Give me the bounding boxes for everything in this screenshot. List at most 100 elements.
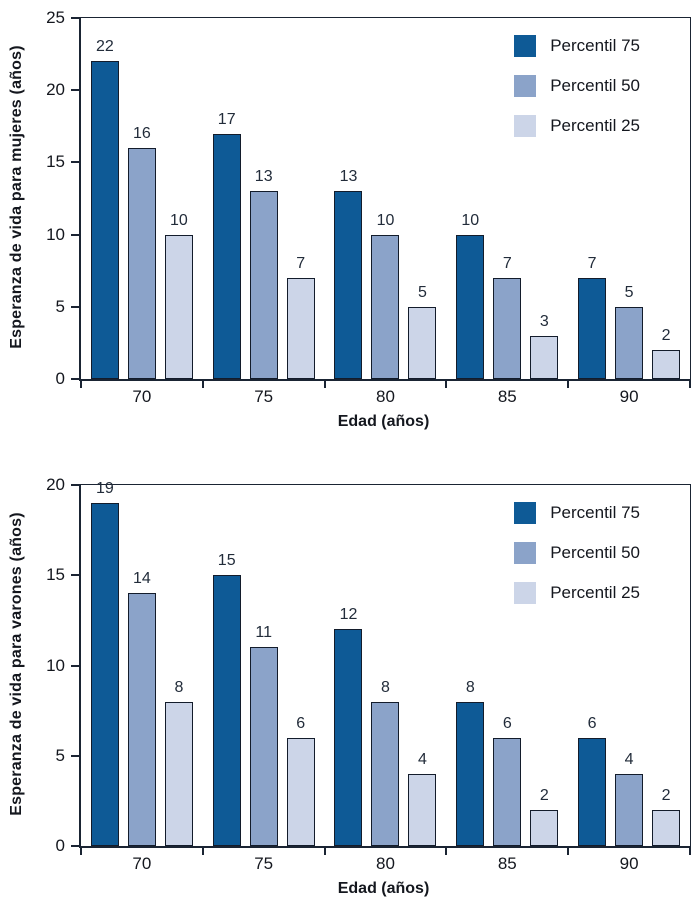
bar-percentil-50-90: 5 <box>615 284 644 379</box>
x-axis-tick <box>567 846 570 855</box>
y-axis-tick <box>71 754 81 757</box>
bar-value-label: 7 <box>296 254 306 272</box>
bar-groups: 22 16 10 17 13 7 13 10 5 10 7 3 7 5 2 <box>81 18 690 379</box>
bar-percentil-50-75: 13 <box>249 168 278 379</box>
bar-percentil-25-90: 2 <box>652 327 681 379</box>
y-axis-tick <box>71 574 81 577</box>
bar-group-70: 22 16 10 <box>81 38 203 379</box>
bar-value-label: 10 <box>376 211 395 229</box>
bar-groups: 19 14 8 15 11 6 12 8 4 8 6 2 6 4 2 <box>81 480 690 846</box>
bar-percentil-75-75: 15 <box>212 552 241 846</box>
bar-value-label: 22 <box>95 38 114 56</box>
bar-group-70: 19 14 8 <box>81 480 203 846</box>
legend-swatch-percentil-25 <box>514 582 537 604</box>
bar-value-label: 6 <box>587 714 597 732</box>
x-tick-label: 80 <box>376 854 395 873</box>
y-tick-label: 20 <box>46 475 65 494</box>
x-tick-label: 85 <box>497 387 517 406</box>
bar-percentil-50-70: 16 <box>127 125 156 379</box>
bar-value-label: 10 <box>461 211 480 229</box>
y-tick-label: 0 <box>55 369 65 388</box>
legend-swatch-percentil-75 <box>514 502 537 524</box>
legend-label: Percentil 75 <box>550 503 640 522</box>
bar-percentil-50-80: 8 <box>371 679 400 846</box>
x-tick-label: 85 <box>497 854 517 873</box>
y-tick-label: 10 <box>46 655 65 675</box>
bar-percentil-50-90: 4 <box>615 751 644 846</box>
x-axis-tick <box>689 379 691 388</box>
legend-label: Percentil 25 <box>550 583 640 602</box>
bar-value-label: 8 <box>465 678 475 696</box>
legend-item-percentil-25: Percentil 25 <box>514 582 640 604</box>
bar-value-label: 4 <box>624 750 634 768</box>
bar-percentil-50-80: 10 <box>371 212 400 379</box>
bar-group-80: 13 10 5 <box>325 168 447 379</box>
bar-percentil-25-90: 2 <box>652 787 681 846</box>
y-axis-title: Esperanza de vida para varones (años) <box>8 512 25 816</box>
x-axis-title: Edad (años) <box>337 413 430 430</box>
bar-percentil-75-90: 7 <box>578 255 607 379</box>
y-tick-label: 0 <box>55 836 65 855</box>
legend-label: Percentil 75 <box>550 36 640 55</box>
y-axis-tick <box>71 664 81 667</box>
bar-value-label: 8 <box>381 678 390 696</box>
bar-percentil-75-70: 22 <box>90 38 119 379</box>
legend-item-percentil-75: Percentil 75 <box>514 35 640 57</box>
legend-item-percentil-75: Percentil 75 <box>514 502 640 524</box>
bar-group-90: 6 4 2 <box>568 715 690 846</box>
y-tick-label: 5 <box>55 745 65 765</box>
y-axis-tick <box>71 305 81 308</box>
bar-percentil-75-85: 10 <box>456 212 485 379</box>
y-axis-tick <box>71 161 81 164</box>
y-axis-tick <box>71 17 81 19</box>
legend-item-percentil-50: Percentil 50 <box>514 75 640 97</box>
bar-percentil-75-75: 17 <box>212 111 241 379</box>
legend-label: Percentil 25 <box>550 116 640 135</box>
bar-percentil-25-80: 4 <box>408 751 437 846</box>
y-tick-label: 10 <box>46 224 65 244</box>
y-tick-label: 25 <box>46 8 65 27</box>
bar-group-90: 7 5 2 <box>568 255 690 379</box>
x-axis-tick <box>201 846 204 855</box>
x-axis-tick <box>323 379 326 388</box>
legend-swatch-percentil-25 <box>514 115 537 137</box>
legend-item-percentil-25: Percentil 25 <box>514 115 640 137</box>
x-axis-tick <box>689 846 691 855</box>
bar-group-80: 12 8 4 <box>325 606 447 846</box>
bar-percentil-50-85: 6 <box>493 715 522 846</box>
bar-value-label: 19 <box>95 480 114 498</box>
bar-value-label: 2 <box>661 786 671 804</box>
legend-label: Percentil 50 <box>550 76 640 95</box>
x-tick-label: 75 <box>254 387 274 406</box>
bar-percentil-75-70: 19 <box>90 480 119 846</box>
x-tick-label: 75 <box>254 854 274 873</box>
bar-value-label: 13 <box>254 168 273 186</box>
bar-value-label: 3 <box>539 312 549 330</box>
bar-value-label: 11 <box>255 624 272 642</box>
bar-percentil-75-85: 8 <box>456 679 485 846</box>
y-axis-tick <box>71 484 81 486</box>
chart-life-expectancy-women: Esperanza de vida para mujeres (años) 0 5… <box>0 0 700 456</box>
bar-group-75: 15 11 6 <box>203 552 325 846</box>
bar-percentil-25-85: 2 <box>530 787 559 846</box>
bar-value-label: 5 <box>418 283 427 301</box>
x-axis-tick <box>445 846 448 855</box>
bar-value-label: 17 <box>217 110 236 128</box>
bar-percentil-25-70: 10 <box>164 212 193 379</box>
legend-item-percentil-50: Percentil 50 <box>514 542 640 564</box>
bar-percentil-50-75: 11 <box>249 624 278 846</box>
bar-percentil-75-90: 6 <box>578 715 607 846</box>
bar-value-label: 10 <box>169 211 188 229</box>
x-axis-tick <box>567 379 570 388</box>
bar-group-85: 10 7 3 <box>446 212 568 379</box>
x-axis-tick <box>201 379 204 388</box>
bar-percentil-75-80: 13 <box>334 168 363 379</box>
x-axis-tick <box>445 379 448 388</box>
plot-area: 0 5 10 15 20 25 22 16 10 17 13 7 13 10 5 10 7 3 7 5 2 70 75 80 8… <box>46 8 691 406</box>
x-tick-label: 90 <box>619 387 639 406</box>
plot-area: 0 5 10 15 20 19 14 8 15 11 6 12 8 4 8 6 2 6 4 2 70 75 80 85 90 Pe… <box>46 475 691 873</box>
bar-value-label: 14 <box>132 570 151 588</box>
bar-group-85: 8 6 2 <box>446 679 568 846</box>
x-tick-label: 90 <box>619 854 639 873</box>
x-axis-title: Edad (años) <box>337 880 430 897</box>
